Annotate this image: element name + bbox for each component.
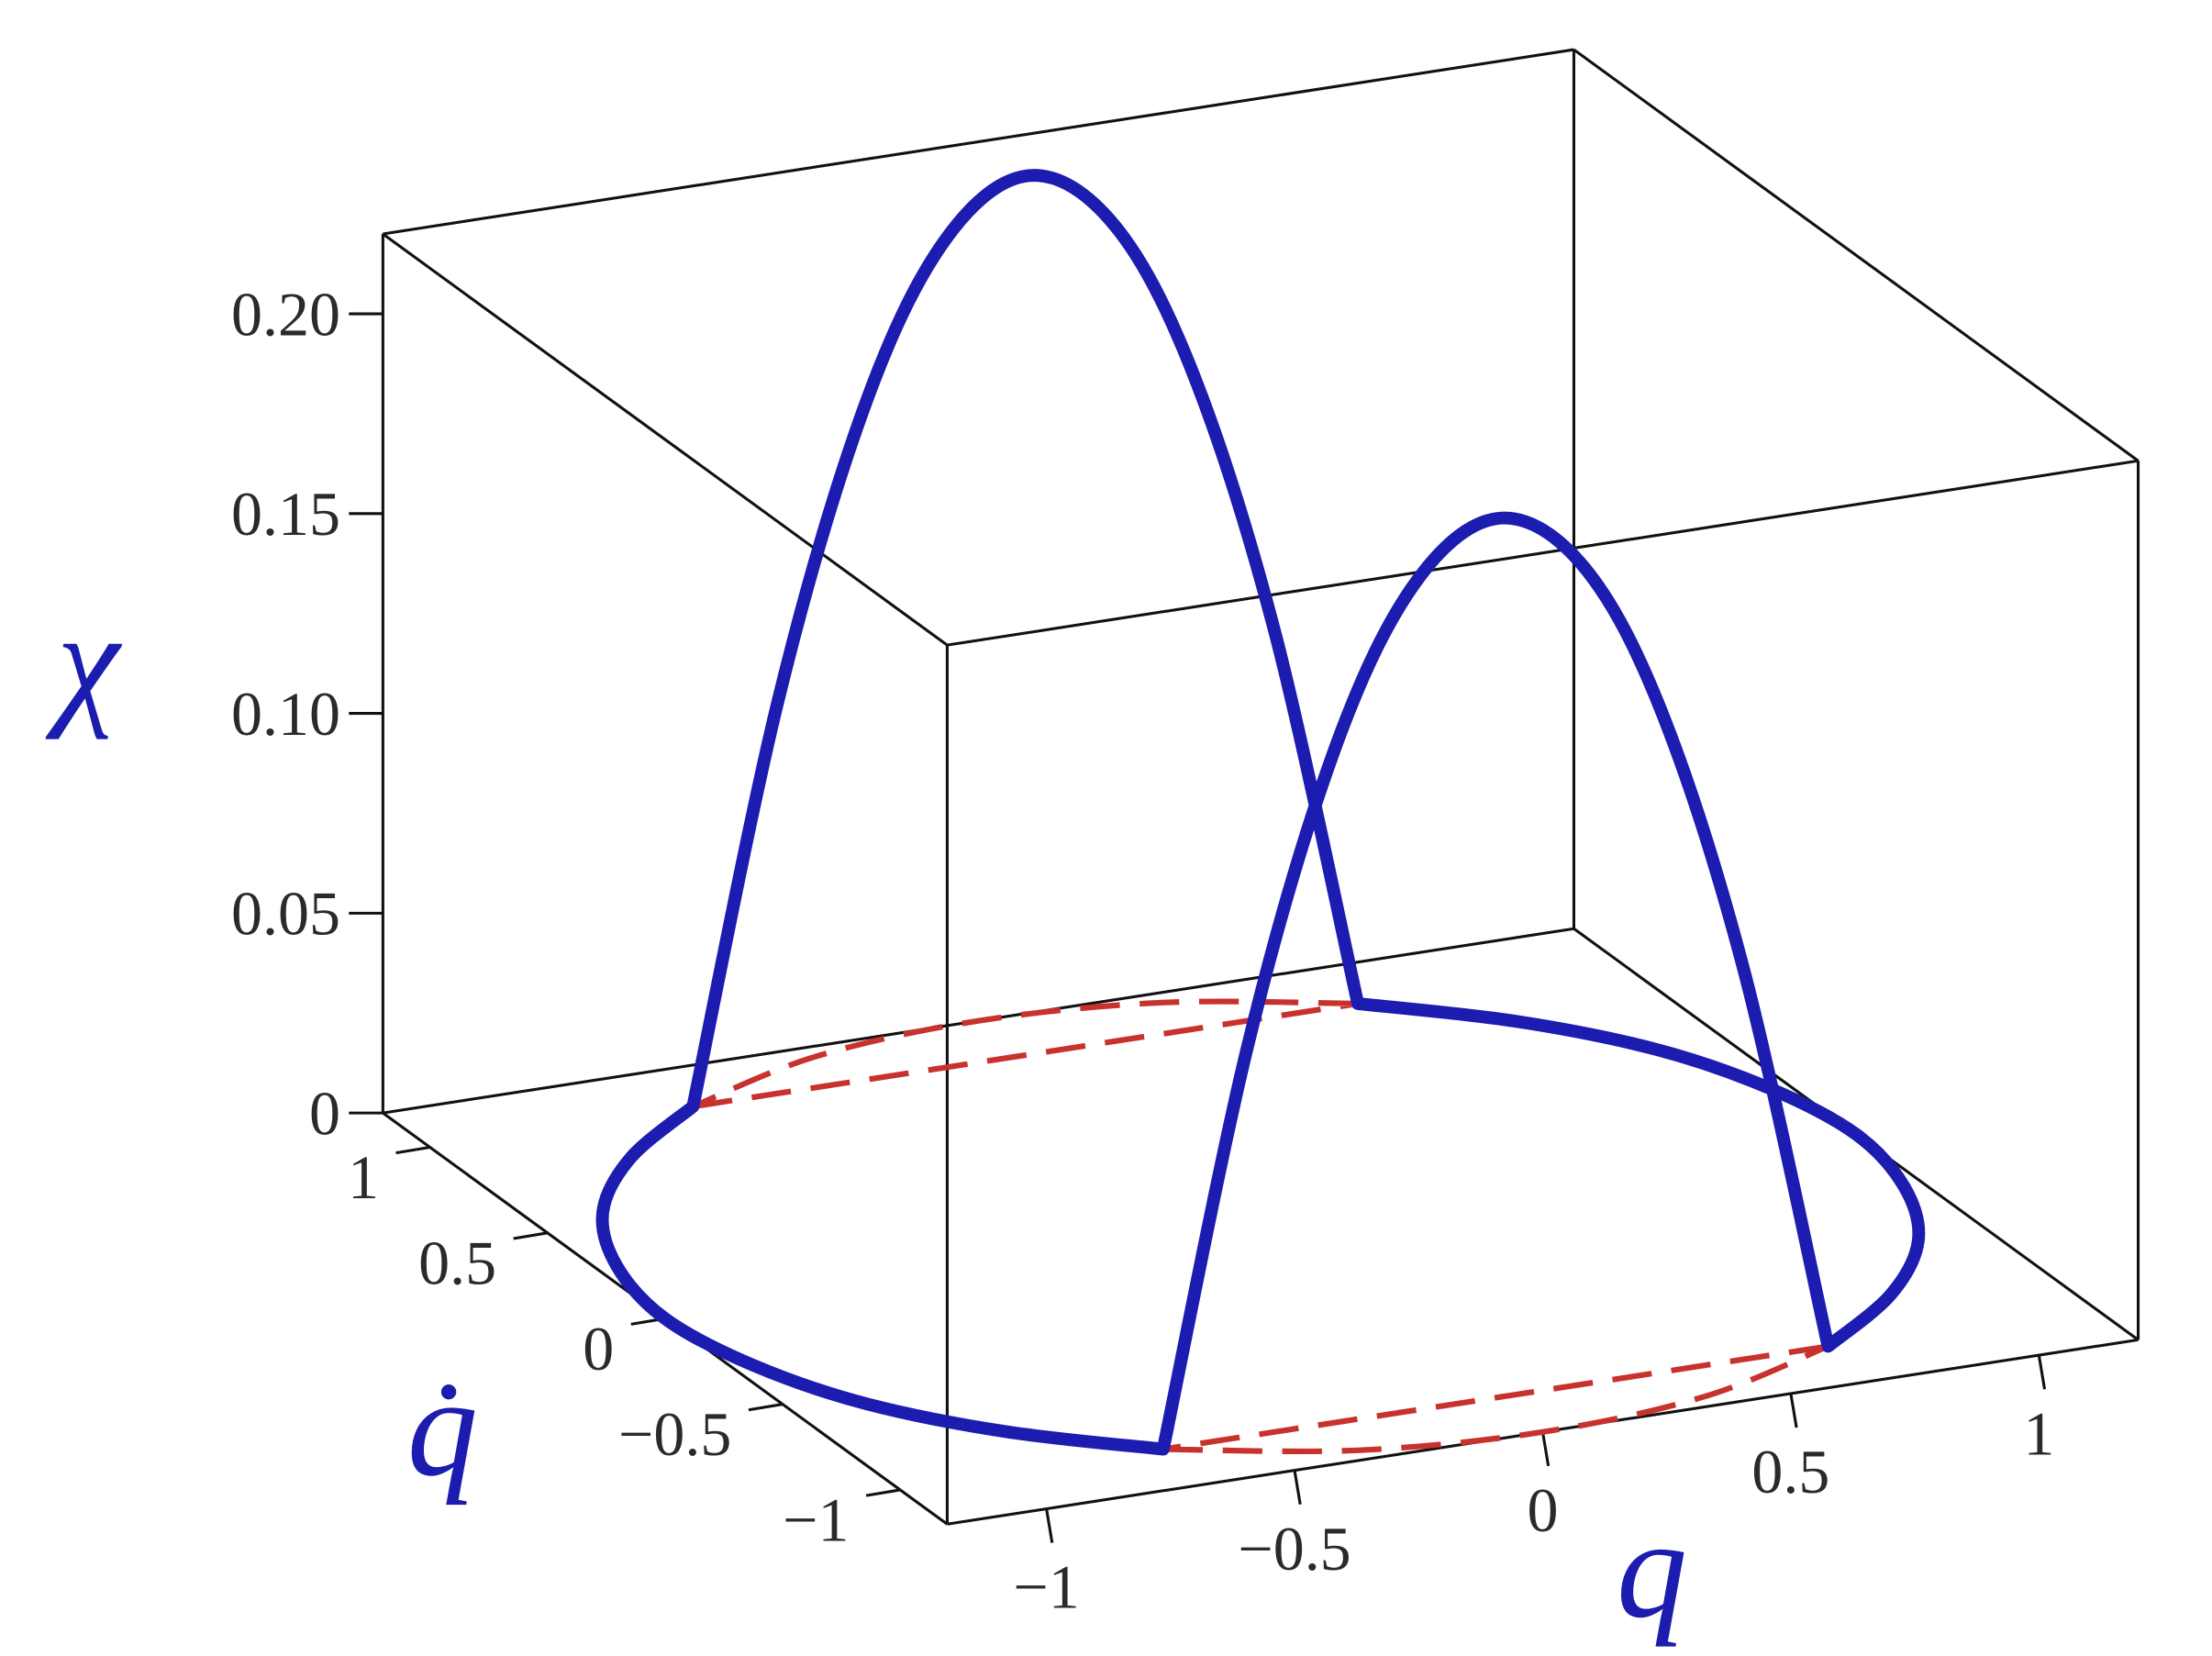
y-tick-label: 0.5	[418, 1228, 496, 1297]
y-axis-title: q̇	[407, 1349, 478, 1506]
x-tick-label: 0	[1527, 1475, 1558, 1545]
z-tick-label: 0.05	[231, 879, 340, 949]
x-tick	[1045, 1508, 1054, 1543]
box-edge	[382, 232, 949, 647]
x-tick	[1789, 1393, 1798, 1428]
x-tick-label: −0.5	[1238, 1514, 1351, 1584]
curve	[595, 169, 1926, 1456]
curve	[692, 998, 1829, 1455]
y-tick-label: −1	[783, 1485, 849, 1555]
y-tick	[513, 1231, 549, 1240]
z-axis-title: χ	[45, 583, 123, 740]
x-tick-label: 1	[2023, 1398, 2054, 1468]
z-tick-label: 0.20	[231, 279, 340, 349]
x-axis-title: q	[1617, 1491, 1687, 1648]
y-tick-label: 1	[348, 1142, 379, 1212]
y-tick	[865, 1488, 901, 1497]
z-tick-label: 0.10	[231, 679, 340, 749]
x-tick-label: −1	[1013, 1552, 1079, 1622]
y-tick-label: −0.5	[618, 1399, 731, 1469]
box-edge	[1573, 48, 2140, 462]
x-tick	[2037, 1354, 2047, 1390]
x-tick	[1540, 1431, 1551, 1467]
z-tick-label: 0	[309, 1078, 340, 1148]
y-tick-label: 0	[583, 1314, 614, 1384]
box-edge	[383, 48, 1574, 236]
box-edge	[947, 459, 2139, 647]
y-tick	[748, 1403, 784, 1412]
x-tick-label: 0.5	[1751, 1437, 1829, 1506]
x-tick	[1293, 1470, 1302, 1506]
z-tick-label: 0.15	[231, 479, 340, 549]
y-tick	[395, 1145, 430, 1155]
